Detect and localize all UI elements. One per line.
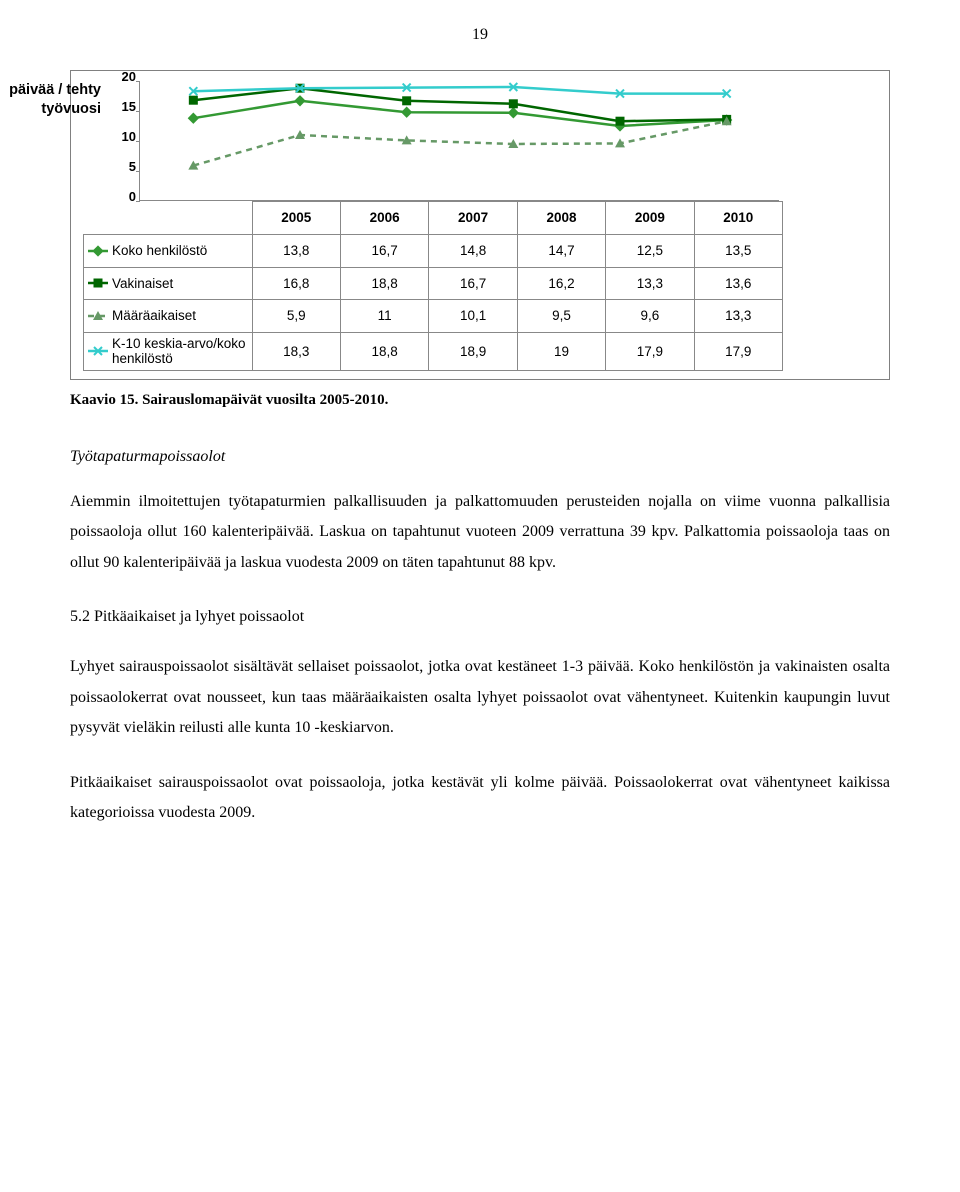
chart-marker (508, 108, 519, 119)
table-cell: 16,7 (340, 235, 428, 268)
y-tick-labels: 05101520 (108, 73, 136, 209)
table-cell: 14,7 (517, 235, 605, 268)
table-header-row: 200520062007200820092010 (84, 202, 783, 235)
chart-marker (401, 107, 412, 118)
table-cell: 18,8 (340, 332, 428, 370)
chart-marker (402, 97, 411, 106)
table-cell: 13,5 (694, 235, 782, 268)
table-cell: 13,3 (606, 267, 694, 300)
chart-container: päivää / tehty työvuosi 05101520 2005200… (70, 70, 890, 380)
section-title: Työtapaturmapoissaolot (70, 442, 890, 472)
table-cell: 16,7 (429, 267, 517, 300)
table-cell: 17,9 (694, 332, 782, 370)
table-cell: 13,6 (694, 267, 782, 300)
paragraph: Lyhyet sairauspoissaolot sisältävät sell… (70, 652, 890, 743)
table-col-header: 2007 (429, 202, 517, 235)
y-tickmark (136, 201, 140, 202)
table-col-header: 2010 (694, 202, 782, 235)
table-cell: 14,8 (429, 235, 517, 268)
table-cell: 12,5 (606, 235, 694, 268)
y-axis-label-line1: päivää / tehty (9, 82, 101, 98)
y-tick-label: 5 (108, 155, 136, 180)
y-tickmark (136, 171, 140, 172)
chart-marker (188, 113, 199, 124)
table-col-header: 2005 (252, 202, 340, 235)
table-cell: 5,9 (252, 300, 340, 333)
table-col-header: 2008 (517, 202, 605, 235)
paragraph: Pitkäaikaiset sairauspoissaolot ovat poi… (70, 768, 890, 829)
chart-data-table: 200520062007200820092010 Koko henkilöstö… (83, 201, 783, 371)
table-col-header: 2006 (340, 202, 428, 235)
chart-marker (189, 96, 198, 105)
table-cell: 16,2 (517, 267, 605, 300)
page-number: 19 (70, 20, 890, 50)
chart-caption: Kaavio 15. Sairauslomapäivät vuosilta 20… (70, 386, 890, 415)
table-row-label: Määräaikaiset (84, 300, 253, 333)
table-cell: 9,5 (517, 300, 605, 333)
chart-svg (140, 81, 780, 201)
chart-plot-area: päivää / tehty työvuosi 05101520 (111, 81, 877, 201)
chart-series-line (193, 101, 726, 126)
y-tickmark (136, 141, 140, 142)
y-tickmark (136, 111, 140, 112)
table-cell: 18,3 (252, 332, 340, 370)
table-row: Määräaikaiset5,91110,19,59,613,3 (84, 300, 783, 333)
table-row-label: Vakinaiset (84, 267, 253, 300)
y-axis-label: päivää / tehty työvuosi (0, 81, 101, 117)
table-cell: 16,8 (252, 267, 340, 300)
subsection-heading: 5.2 Pitkäaikaiset ja lyhyet poissaolot (70, 602, 890, 632)
table-row-label: K-10 keskia-arvo/kokohenkilöstö (84, 332, 253, 370)
y-axis-label-line2: työvuosi (41, 101, 101, 117)
table-cell: 17,9 (606, 332, 694, 370)
table-cell: 19 (517, 332, 605, 370)
table-cell: 9,6 (606, 300, 694, 333)
y-tick-label: 20 (108, 65, 136, 90)
table-row: K-10 keskia-arvo/kokohenkilöstö18,318,81… (84, 332, 783, 370)
y-tick-label: 10 (108, 125, 136, 150)
table-row-label: Koko henkilöstö (84, 235, 253, 268)
paragraph: Aiemmin ilmoitettujen työtapaturmien pal… (70, 487, 890, 578)
table-cell: 10,1 (429, 300, 517, 333)
table-row: Vakinaiset16,818,816,716,213,313,6 (84, 267, 783, 300)
table-cell: 18,9 (429, 332, 517, 370)
table-cell: 13,3 (694, 300, 782, 333)
chart-marker (509, 100, 518, 109)
chart-series-line (193, 122, 726, 166)
table-cell: 13,8 (252, 235, 340, 268)
table-col-header: 2009 (606, 202, 694, 235)
chart-plot: 05101520 (139, 81, 779, 201)
table-row: Koko henkilöstö13,816,714,814,712,513,5 (84, 235, 783, 268)
table-cell: 11 (340, 300, 428, 333)
y-tick-label: 15 (108, 95, 136, 120)
chart-marker (294, 96, 305, 107)
y-tickmark (136, 81, 140, 82)
chart-marker (616, 117, 625, 126)
y-tick-label: 0 (108, 185, 136, 210)
table-cell: 18,8 (340, 267, 428, 300)
